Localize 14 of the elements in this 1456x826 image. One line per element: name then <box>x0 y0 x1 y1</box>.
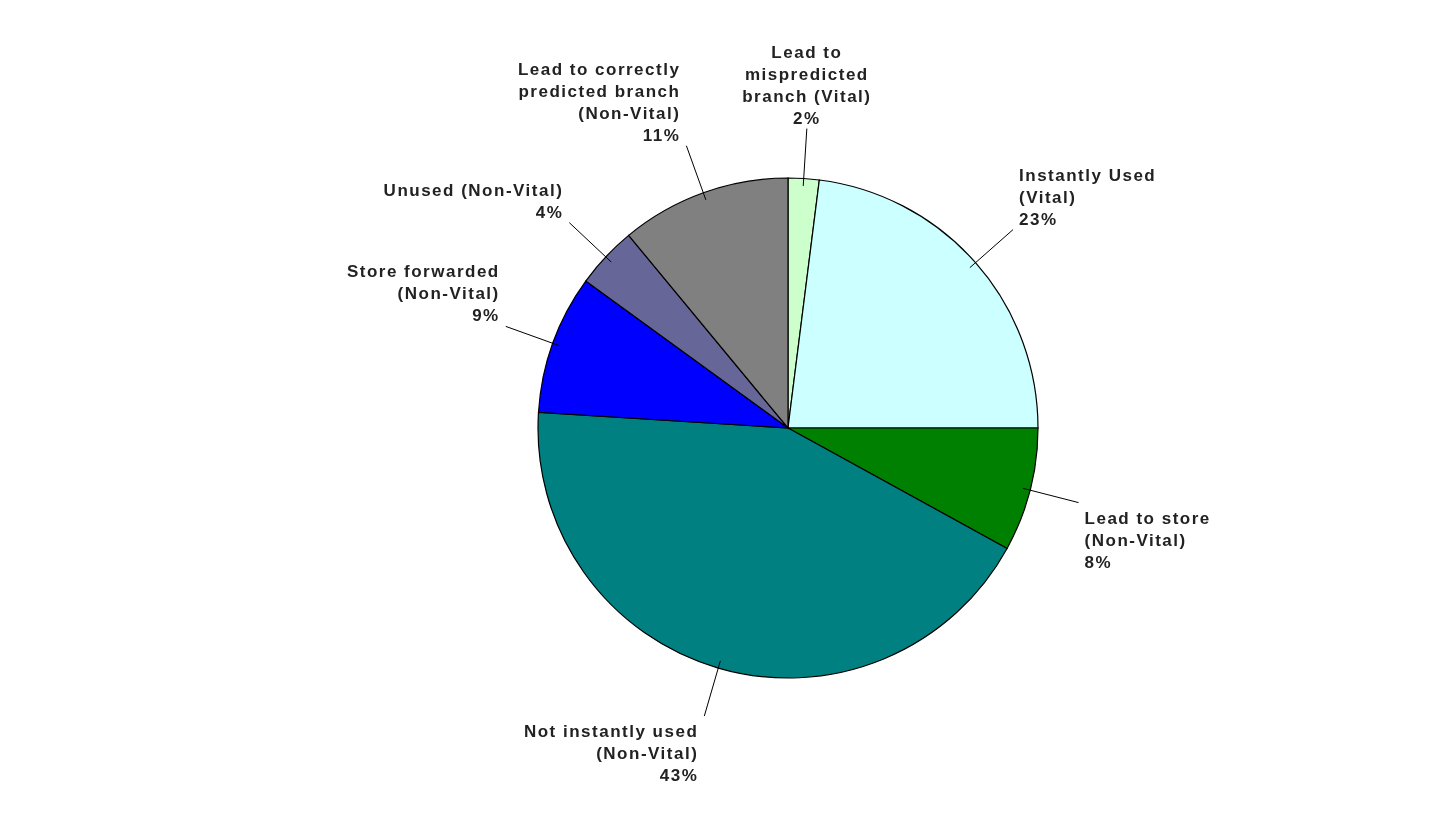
slice-label: Store forwarded (Non-Vital) <box>346 262 500 304</box>
data-label: 8% <box>1084 552 1113 572</box>
slice-label: Lead to store (Non-Vital) <box>1084 508 1211 550</box>
data-label: 43% <box>659 766 699 786</box>
slice-label: Lead to correctly predicted branch (Non-Vital) <box>517 59 681 123</box>
data-label: 4% <box>535 202 564 222</box>
data-label: 11% <box>642 125 681 145</box>
data-label: 23% <box>1019 209 1058 229</box>
slice-label: Lead to mispredicted branch (Vital) <box>742 42 872 106</box>
slice-label: Unused (Non-Vital) <box>383 180 564 200</box>
data-label: 9% <box>472 306 500 326</box>
slice-label: Not instantly used (Non-Vital) <box>523 722 699 764</box>
slice-label: Instantly Used (Vital) <box>1019 165 1157 207</box>
data-label: 2% <box>793 108 821 128</box>
